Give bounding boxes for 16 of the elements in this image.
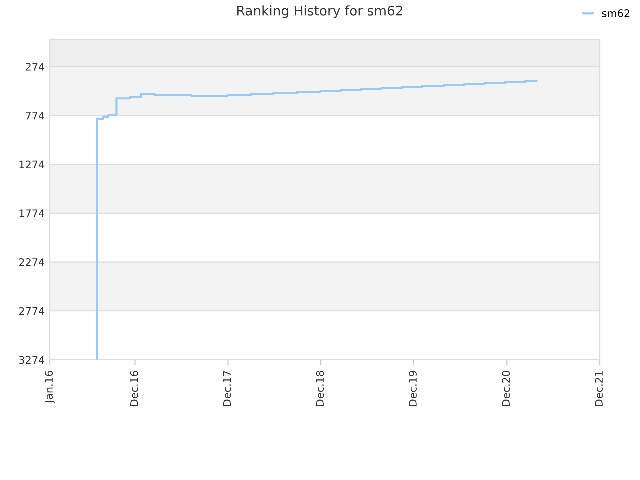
y-tick-label: 1774 <box>20 210 45 218</box>
y-tick-label: 274 <box>26 63 45 71</box>
y-tick-label: 2774 <box>19 307 45 316</box>
y-tick-label: 3274 <box>19 356 45 364</box>
y-tick-label: 2274 <box>19 258 45 266</box>
y-tick-label: 774 <box>26 112 45 120</box>
legend-label: sm62 <box>602 10 630 18</box>
x-tick-label: Dec.18 <box>316 371 324 406</box>
x-tick-label: Dec.17 <box>223 371 232 406</box>
chart-title: Ranking History for sm62 <box>238 6 402 18</box>
y-tick-label: 1274 <box>20 160 45 168</box>
x-tick-label: Dec.16 <box>130 371 138 406</box>
x-tick-label: Dec.21 <box>595 371 604 406</box>
x-tick-label: Dec.19 <box>409 371 417 406</box>
x-tick-label: Jan.16 <box>45 371 55 404</box>
x-tick-label: Dec.20 <box>502 371 510 406</box>
